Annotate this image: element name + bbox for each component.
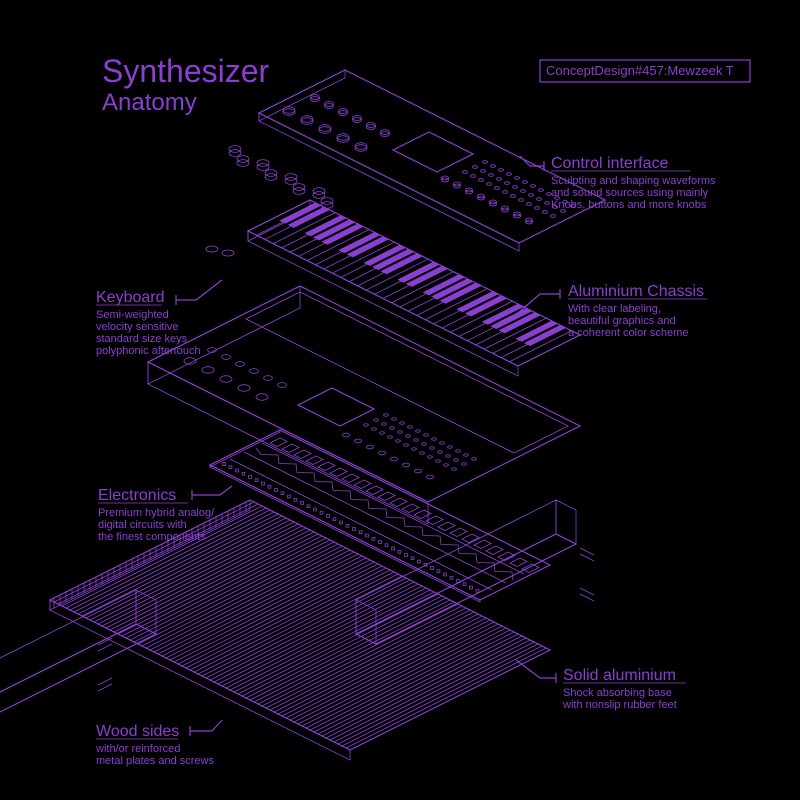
label-body-line: beautiful graphics and — [568, 315, 676, 327]
label-title: Solid aluminium — [563, 667, 676, 684]
layer-control — [229, 70, 605, 251]
label-title: Wood sides — [96, 723, 179, 740]
layer-electronics — [210, 430, 550, 602]
label-title: Electronics — [98, 487, 176, 504]
label-body-line: velocity sensitive — [96, 321, 179, 333]
label-body-line: Semi-weighted — [96, 309, 169, 321]
label-body-line: with nonslip rubber feet — [562, 699, 677, 711]
label-electronics: Electronics Premium hybrid analog/digital… — [98, 486, 232, 543]
label-body-line: a coherent color scheme — [568, 327, 688, 339]
diagram — [0, 70, 605, 760]
concept-text: ConceptDesign#457:Mewzeek T — [546, 63, 734, 78]
label-body-line: polyphonic aftertouch — [96, 345, 201, 357]
label-keyboard: Keyboard Semi-weightedvelocity sensitives… — [96, 280, 222, 357]
layer-chassis — [148, 286, 580, 524]
label-body-line: metal plates and screws — [96, 755, 214, 767]
label-wood_sides: Wood sides with/or reinforcedmetal plates… — [95, 720, 222, 767]
label-body-line: digital circuits with — [98, 519, 187, 531]
label-body-line: with/or reinforced — [95, 743, 180, 755]
layer-keyboard — [206, 200, 580, 376]
label-body-line: Shock absorbing base — [563, 687, 672, 699]
label-body-line: Premium hybrid analog/ — [98, 507, 215, 519]
label-body-line: Sculpting and shaping waveforms — [551, 175, 716, 187]
layer-side_r — [356, 500, 594, 644]
label-title: Aluminium Chassis — [568, 283, 704, 300]
title-main: Synthesizer — [102, 53, 270, 89]
layer-side_l — [0, 590, 156, 734]
label-body-line: the finest components — [98, 531, 206, 543]
label-title: Keyboard — [96, 289, 165, 306]
label-body-line: standard size keys — [96, 333, 188, 345]
title-sub: Anatomy — [102, 89, 197, 116]
label-solid_aluminium: Solid aluminium Shock absorbing basewith … — [516, 660, 686, 711]
label-body-line: and sound sources using mainly — [551, 187, 709, 199]
label-title: Control interface — [551, 155, 668, 172]
label-body-line: Knobs, buttons and more knobs — [551, 199, 707, 211]
label-body-line: With clear labeling, — [568, 303, 661, 315]
